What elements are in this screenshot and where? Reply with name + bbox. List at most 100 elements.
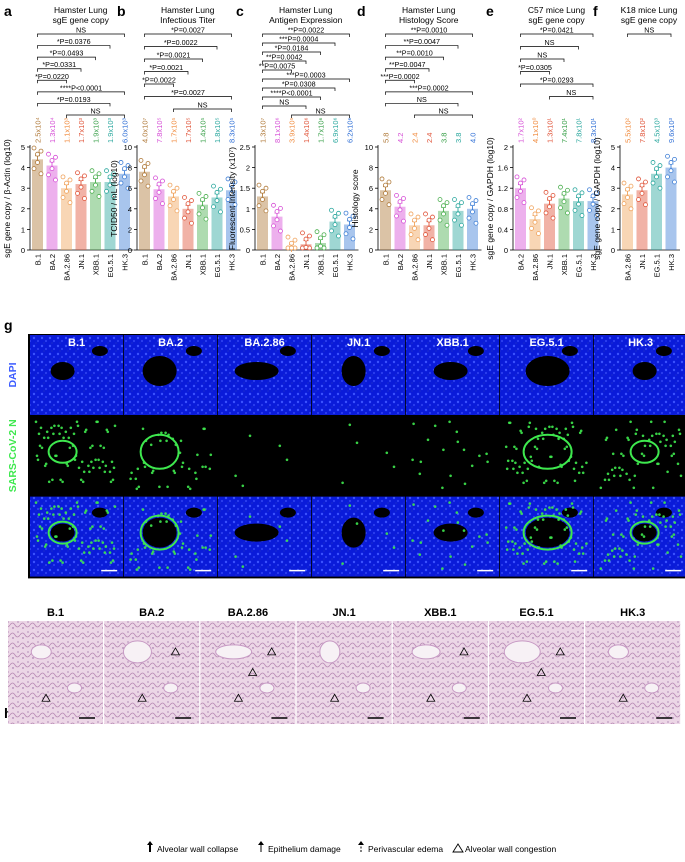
y-tick-label: 3 bbox=[21, 184, 25, 193]
n-protein-signal bbox=[456, 440, 460, 444]
p-value-label: *P=0.0022 bbox=[164, 38, 198, 47]
y-tick-label: 0 bbox=[611, 246, 615, 255]
n-protein-signal bbox=[585, 461, 588, 465]
legend-label: Alveolar wall congestion bbox=[465, 844, 556, 854]
panel-letter: a bbox=[4, 3, 12, 19]
n-protein-signal bbox=[664, 525, 667, 528]
data-point bbox=[96, 171, 102, 177]
data-point bbox=[93, 182, 98, 188]
n-protein-signal bbox=[611, 533, 615, 536]
n-protein-signal bbox=[81, 561, 85, 564]
histology-cell-XBB.1 bbox=[392, 621, 488, 724]
n-protein-signal bbox=[37, 432, 41, 436]
y-axis-label: sgE gene copy / GAPDH (log10) bbox=[485, 137, 495, 260]
category-label: JN.1 bbox=[546, 254, 555, 269]
data-point bbox=[96, 194, 102, 199]
y-tick-label: 6 bbox=[128, 184, 132, 193]
n-protein-signal bbox=[512, 467, 515, 471]
p-value-label: *P=0.0022 bbox=[142, 76, 176, 85]
chart-title: Infectious Titer bbox=[160, 15, 215, 25]
significance-bracket bbox=[37, 45, 111, 49]
n-protein-signal bbox=[234, 555, 237, 558]
p-value-label: NS bbox=[545, 38, 555, 47]
histology-cell-B.1 bbox=[8, 621, 103, 724]
airway bbox=[411, 644, 441, 660]
data-point bbox=[289, 240, 294, 246]
chart-title: Hamster Lung bbox=[402, 5, 456, 15]
image-cell-B.1-DAPI bbox=[30, 335, 124, 415]
vessel bbox=[259, 682, 275, 694]
n-protein-signal bbox=[626, 436, 629, 440]
p-value-label: *P=0.0021 bbox=[157, 51, 191, 60]
data-point bbox=[579, 213, 585, 218]
p-value-label: **P=0.0010 bbox=[396, 49, 433, 58]
n-protein-signal bbox=[101, 460, 105, 464]
data-point bbox=[383, 182, 388, 188]
airway-lumen bbox=[185, 346, 202, 356]
data-point bbox=[672, 179, 677, 185]
data-point bbox=[329, 207, 334, 213]
n-protein-signal bbox=[610, 549, 614, 552]
image-cell-EG.5.1-SARS-CoV-2 N bbox=[500, 415, 594, 496]
vessel bbox=[355, 682, 371, 694]
n-protein-signal bbox=[550, 455, 553, 459]
category-label: B.1 bbox=[141, 254, 150, 265]
n-protein-signal bbox=[61, 561, 64, 564]
data-point bbox=[35, 151, 40, 157]
n-protein-signal bbox=[663, 501, 666, 504]
n-protein-signal bbox=[158, 485, 161, 489]
data-point bbox=[292, 237, 298, 243]
data-point bbox=[423, 232, 428, 237]
n-protein-signal bbox=[52, 432, 55, 436]
n-protein-signal bbox=[173, 552, 177, 555]
panel-letter: b bbox=[117, 3, 126, 19]
value-label: 7.8x10¹ bbox=[575, 117, 584, 143]
n-protein-signal bbox=[134, 558, 138, 561]
n-protein-signal bbox=[149, 524, 153, 527]
column-label: HK.3 bbox=[628, 337, 653, 349]
n-protein-signal bbox=[106, 430, 110, 434]
data-point bbox=[78, 184, 84, 190]
congestion-marker bbox=[536, 667, 546, 676]
n-protein-signal bbox=[80, 541, 84, 544]
column-label: XBB.1 bbox=[424, 607, 456, 619]
category-label: BA.2.86 bbox=[411, 254, 420, 281]
data-point bbox=[590, 193, 596, 199]
data-point bbox=[536, 208, 541, 214]
data-point bbox=[274, 209, 280, 214]
significance-bracket bbox=[520, 58, 565, 62]
p-value-label: *P=0.0376 bbox=[57, 37, 91, 46]
data-point bbox=[307, 233, 312, 239]
n-protein-signal bbox=[620, 452, 623, 456]
n-protein-signal bbox=[555, 508, 558, 511]
n-protein-signal bbox=[619, 474, 622, 478]
category-label: EG.5.1 bbox=[106, 254, 115, 277]
n-protein-signal bbox=[87, 464, 90, 468]
n-protein-signal bbox=[204, 546, 207, 549]
y-tick-label: 2 bbox=[21, 205, 25, 214]
n-protein-signal bbox=[671, 515, 675, 518]
n-protein-signal bbox=[599, 567, 603, 570]
category-label: BA.2 bbox=[396, 254, 405, 270]
value-label: 8.1x10⁶ bbox=[273, 117, 282, 143]
n-protein-signal bbox=[103, 470, 107, 474]
data-point bbox=[408, 211, 414, 217]
data-point bbox=[278, 228, 283, 234]
n-protein-signal bbox=[578, 431, 582, 435]
n-protein-signal bbox=[563, 528, 567, 531]
data-point bbox=[189, 198, 194, 203]
image-cell-BA.2.86-SARS-CoV-2 N bbox=[218, 415, 312, 496]
n-protein-signal bbox=[278, 444, 282, 448]
data-point bbox=[536, 231, 541, 236]
vessel bbox=[67, 682, 82, 694]
n-protein-signal bbox=[649, 501, 653, 504]
value-label: 1.7x10⁵ bbox=[184, 117, 193, 143]
data-point bbox=[459, 222, 464, 228]
n-protein-signal bbox=[666, 470, 669, 474]
value-label: 2.5x10⁴ bbox=[34, 117, 43, 143]
n-protein-signal bbox=[659, 440, 662, 444]
n-protein-signal bbox=[47, 561, 51, 564]
data-point bbox=[104, 168, 109, 174]
n-protein-signal bbox=[570, 502, 574, 505]
